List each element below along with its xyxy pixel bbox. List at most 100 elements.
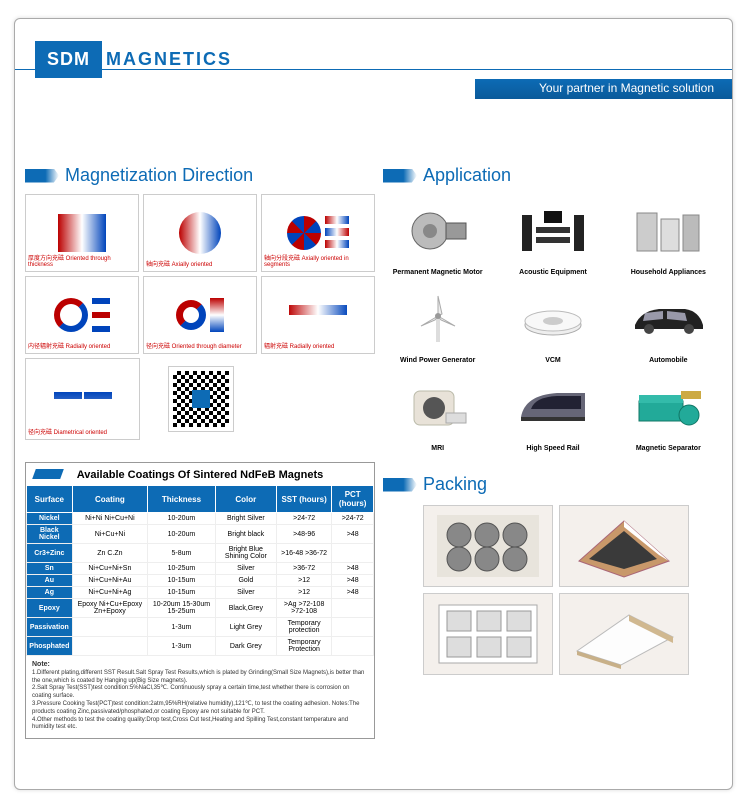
th: Color — [215, 486, 276, 513]
mag-cell: 轴向分段充磁 Axially oriented in segments — [261, 194, 375, 272]
mri-icon — [408, 370, 468, 443]
table-cell: 5-8um — [148, 544, 216, 563]
table-cell — [72, 637, 147, 656]
table-cell: Bright Silver — [215, 513, 276, 525]
tagline-bar: Your partner in Magnetic solution — [15, 79, 732, 99]
speaker-icon — [518, 194, 588, 267]
table-cell: Ni+Cu+Ni+Ag — [72, 587, 147, 599]
app-cell: VCM — [498, 282, 607, 364]
th: SST (hours) — [276, 486, 332, 513]
mag-cell: 径向充磁 Diametrical oriented — [25, 358, 140, 440]
table-row: Black NickelNi+Cu+Ni10-20umBright black>… — [27, 525, 374, 544]
th: Thickness — [148, 486, 216, 513]
table-cell — [332, 544, 374, 563]
mag-caption: 轴向充磁 Axially oriented — [146, 262, 254, 269]
note-title: Note: — [32, 661, 50, 668]
th: Surface — [27, 486, 73, 513]
app-cell: Automobile — [614, 282, 723, 364]
mag-cell: 轴向充磁 Axially oriented — [143, 194, 257, 272]
table-cell: 10-20um 15-30um 15-25um — [148, 599, 216, 618]
table-row: NickelNi+Ni Ni+Cu+Ni10-20umBright Silver… — [27, 513, 374, 525]
table-cell: Ag — [27, 587, 73, 599]
table-cell: Epoxy Ni+Cu+Epoxy Zn+Epoxy — [72, 599, 147, 618]
car-icon — [629, 282, 707, 355]
logo-badge: SDM — [35, 41, 102, 78]
table-cell: Ni+Ni Ni+Cu+Ni — [72, 513, 147, 525]
windturbine-icon — [413, 282, 463, 355]
app-label: VCM — [545, 357, 561, 364]
note-line: 2.Salt Spray Test(SST)test condition:5%N… — [32, 685, 368, 701]
table-cell: Phosphated — [27, 637, 73, 656]
table-cell: Gold — [215, 575, 276, 587]
table-cell: 10-15um — [148, 587, 216, 599]
table-row: Phosphated 1-3umDark GreyTemporary Protec… — [27, 637, 374, 656]
table-row: Cr3+ZincZn C.Zn5-8umBright Blue Shining … — [27, 544, 374, 563]
table-cell: >24-72 — [332, 513, 374, 525]
table-cell: Cr3+Zinc — [27, 544, 73, 563]
app-label: MRI — [431, 445, 444, 452]
coatings-panel: Available Coatings Of Sintered NdFeB Mag… — [25, 462, 375, 739]
mag-cell: 辐射充磁 Radially oriented — [261, 276, 375, 354]
packing-image — [423, 593, 553, 675]
table-cell: Ni+Cu+Ni — [72, 525, 147, 544]
table-cell: >Ag >72-108 >72-108 — [276, 599, 332, 618]
table-cell: >48 — [332, 525, 374, 544]
magnetization-row-2: 径向充磁 Diametrical oriented — [25, 358, 375, 440]
table-cell — [332, 599, 374, 618]
appliance-icon — [633, 194, 703, 267]
table-row: AgNi+Cu+Ni+Ag10-15umSilver>12>48 — [27, 587, 374, 599]
table-cell: Bright black — [215, 525, 276, 544]
coatings-table: Surface Coating Thickness Color SST (hou… — [26, 485, 374, 656]
table-cell: Zn C.Zn — [72, 544, 147, 563]
table-cell: Temporary Protection — [276, 637, 332, 656]
content: Magnetization Direction 厚度方向充磁 Oriented … — [15, 99, 732, 749]
table-cell: Temporary protection — [276, 618, 332, 637]
table-cell: 10-15um — [148, 575, 216, 587]
section-title-application: Application — [423, 165, 723, 186]
table-cell: >12 — [276, 575, 332, 587]
table-cell: Sn — [27, 563, 73, 575]
table-row: Passivation1-3umLight GreyTemporary prot… — [27, 618, 374, 637]
app-label: Automobile — [649, 357, 688, 364]
packing-image — [559, 505, 689, 587]
packing-grid — [423, 505, 723, 675]
app-cell: Magnetic Separator — [614, 370, 723, 452]
table-cell — [72, 618, 147, 637]
mag-caption: 径向充磁 Oriented through diameter — [146, 344, 254, 351]
table-cell: Light Grey — [215, 618, 276, 637]
table-cell: >36-72 — [276, 563, 332, 575]
app-cell: Wind Power Generator — [383, 282, 492, 364]
logo: SDM MAGNETICS — [35, 41, 232, 78]
packing-image — [559, 593, 689, 675]
th: Coating — [72, 486, 147, 513]
table-cell: >48 — [332, 575, 374, 587]
note-line: 4.Other methods to test the coating qual… — [32, 717, 368, 733]
table-cell: 1-3um — [148, 618, 216, 637]
table-cell: Nickel — [27, 513, 73, 525]
table-cell: Au — [27, 575, 73, 587]
train-icon — [517, 370, 589, 443]
app-label: Wind Power Generator — [400, 357, 475, 364]
note-line: 1.Different plating,different SST Result… — [32, 670, 368, 686]
app-label: Permanent Magnetic Motor — [393, 269, 483, 276]
logo-text: MAGNETICS — [106, 49, 232, 70]
section-title-magnetization: Magnetization Direction — [65, 165, 375, 186]
mag-cell: 内径辐射充磁 Radially oriented — [25, 276, 139, 354]
table-header-row: Surface Coating Thickness Color SST (hou… — [27, 486, 374, 513]
app-cell: MRI — [383, 370, 492, 452]
table-cell: 1-3um — [148, 637, 216, 656]
app-cell: Acoustic Equipment — [498, 194, 607, 276]
table-cell: >12 — [276, 587, 332, 599]
application-grid: Permanent Magnetic Motor Acoustic Equipm… — [383, 194, 723, 452]
table-cell: Epoxy — [27, 599, 73, 618]
motor-icon — [408, 194, 468, 267]
table-cell: Bright Blue Shining Color — [215, 544, 276, 563]
table-cell: 10-20um — [148, 525, 216, 544]
mag-caption: 径向充磁 Diametrical oriented — [28, 430, 137, 437]
note-line: 3.Pressure Cooking Test(PCT)test conditi… — [32, 701, 368, 717]
th: PCT (hours) — [332, 486, 374, 513]
mag-caption: 轴向分段充磁 Axially oriented in segments — [264, 256, 372, 269]
table-cell: >48 — [332, 563, 374, 575]
app-label: High Speed Rail — [526, 445, 579, 452]
table-cell: Dark Grey — [215, 637, 276, 656]
